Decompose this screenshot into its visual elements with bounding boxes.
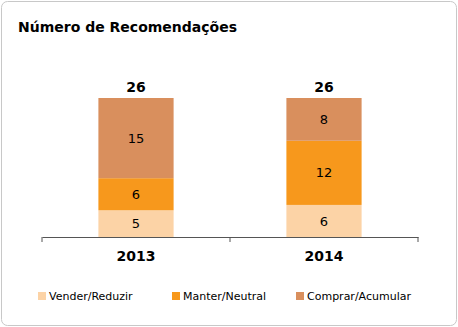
- tick-label: 2014: [305, 248, 344, 264]
- legend-label: Vender/Reduzir: [49, 290, 133, 303]
- legend-label: Manter/Neutral: [183, 290, 266, 303]
- frame: [2, 2, 457, 326]
- data-label: 6: [132, 187, 140, 202]
- title: Número de Recomendações: [18, 19, 237, 35]
- bar-segment: [98, 98, 173, 178]
- chart: Número de Recomendações56152661282620132…: [0, 0, 458, 327]
- legend-swatch: [38, 292, 46, 300]
- data-label: 5: [132, 216, 140, 231]
- category-divider: [230, 237, 231, 242]
- category-divider: [42, 237, 43, 242]
- category-divider: [418, 237, 419, 242]
- tick-label: 2013: [117, 248, 156, 264]
- legend-label: Comprar/Acumular: [307, 290, 411, 303]
- bars: [98, 98, 361, 237]
- total-label: 26: [126, 79, 145, 95]
- bar-segment: [98, 178, 173, 210]
- x-axis: 2013 2014: [43, 237, 419, 264]
- total-label: 26: [314, 79, 333, 95]
- legend: Vender/Reduzir Manter/Neutral Comprar/Acum…: [38, 290, 411, 303]
- bar-segment: [98, 210, 173, 237]
- bar-segment: [286, 98, 361, 141]
- legend-item: Vender/Reduzir: [38, 290, 133, 303]
- data-label: 8: [320, 112, 328, 127]
- legend-item: Manter/Neutral: [172, 290, 266, 303]
- data-label: 12: [316, 165, 333, 180]
- legend-item: Comprar/Acumular: [296, 290, 411, 303]
- tick: 2014: [305, 237, 344, 264]
- data-label: 6: [320, 214, 328, 229]
- bar-segment: [286, 141, 361, 205]
- data-labels: 5 6 15 26 6 12 8 26: [126, 79, 333, 231]
- tick: 2013: [117, 237, 156, 264]
- data-label: 15: [128, 131, 145, 146]
- bar-segment: [286, 205, 361, 237]
- legend-swatch: [172, 292, 180, 300]
- legend-swatch: [296, 292, 304, 300]
